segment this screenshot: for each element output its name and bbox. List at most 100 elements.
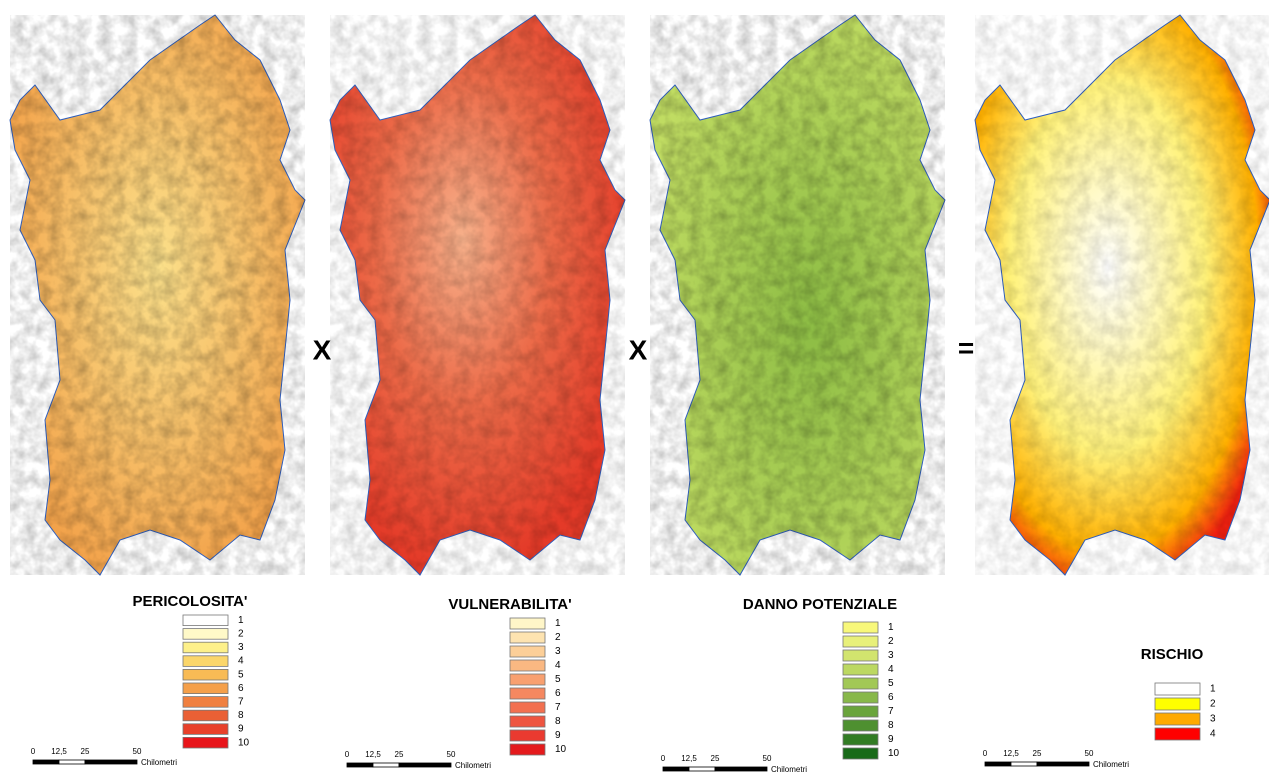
legend-swatch <box>183 710 228 721</box>
scale-label: 25 <box>711 754 720 763</box>
scale-label: 50 <box>763 754 772 763</box>
scale-label: 0 <box>31 747 36 756</box>
legend-swatch <box>183 615 228 626</box>
legend-label: 3 <box>238 642 244 653</box>
scale-unit: Chilometri <box>141 758 177 767</box>
legend-swatch <box>183 656 228 667</box>
legend-label: 2 <box>888 636 894 647</box>
legend-swatch <box>843 622 878 633</box>
legend-label: 7 <box>238 697 244 708</box>
legend-label: 5 <box>888 678 894 689</box>
legend-label: 6 <box>555 688 561 699</box>
scale-unit: Chilometri <box>455 761 491 770</box>
legend-swatch <box>510 618 545 629</box>
legend-label: 3 <box>1210 714 1216 725</box>
island-pericolosita <box>10 15 305 575</box>
legend-label: 1 <box>555 618 561 629</box>
legend-swatch <box>843 678 878 689</box>
legend-label: 9 <box>238 724 244 735</box>
scale-segment <box>347 763 373 767</box>
legend-label: 5 <box>238 669 244 680</box>
legend-label: 9 <box>555 730 561 741</box>
scale-segment <box>399 763 451 767</box>
operator: X <box>313 334 332 365</box>
legend-label: 4 <box>238 656 244 667</box>
legend-label: 3 <box>888 650 894 661</box>
legend-swatch <box>510 730 545 741</box>
island-danno <box>650 15 945 575</box>
legend-swatch <box>183 724 228 735</box>
legend-swatch <box>183 669 228 680</box>
scale-label: 12,5 <box>51 747 67 756</box>
legend-swatch <box>843 692 878 703</box>
legend-label: 4 <box>1210 729 1216 740</box>
legend-label: 1 <box>888 622 894 633</box>
scale-segment <box>715 767 767 771</box>
scale-label: 25 <box>1033 749 1042 758</box>
scale-label: 12,5 <box>365 750 381 759</box>
legend-label: 7 <box>555 702 561 713</box>
scale-label: 0 <box>661 754 666 763</box>
island-vulnerabilita <box>330 15 625 575</box>
legend-label: 9 <box>888 734 894 745</box>
scale-segment <box>59 760 85 764</box>
legend-label: 8 <box>555 716 561 727</box>
scale-segment <box>33 760 59 764</box>
legend-swatch <box>843 650 878 661</box>
scale-label: 50 <box>133 747 142 756</box>
legend-swatch <box>510 632 545 643</box>
legend-title: RISCHIO <box>1141 646 1204 663</box>
legend-label: 8 <box>888 720 894 731</box>
legend-swatch <box>843 706 878 717</box>
legend-swatch <box>510 688 545 699</box>
legend-swatch <box>183 629 228 640</box>
legend-title: PERICOLOSITA' <box>133 593 248 610</box>
legend-label: 1 <box>1210 684 1216 695</box>
scale-label: 12,5 <box>681 754 697 763</box>
legend-label: 4 <box>555 660 561 671</box>
legend-label: 7 <box>888 706 894 717</box>
scale-segment <box>663 767 689 771</box>
legend-label: 10 <box>238 737 250 748</box>
legend-label: 4 <box>888 664 894 675</box>
scale-segment <box>85 760 137 764</box>
legend-swatch <box>1155 683 1200 695</box>
scale-segment <box>985 762 1011 766</box>
legend-swatch <box>843 664 878 675</box>
legend-swatch <box>843 720 878 731</box>
legend-swatch <box>843 748 878 759</box>
legend-swatch <box>510 744 545 755</box>
legend-label: 10 <box>555 744 567 755</box>
legend-swatch <box>183 642 228 653</box>
legend-label: 5 <box>555 674 561 685</box>
legend-label: 2 <box>555 632 561 643</box>
legend-label: 8 <box>238 710 244 721</box>
scale-label: 12,5 <box>1003 749 1019 758</box>
legend-label: 2 <box>238 629 244 640</box>
legend-swatch <box>1155 698 1200 710</box>
legend-label: 2 <box>1210 699 1216 710</box>
scale-segment <box>373 763 399 767</box>
legend-label: 1 <box>238 615 244 626</box>
legend-swatch <box>843 734 878 745</box>
legend-swatch <box>510 716 545 727</box>
operator: = <box>958 332 974 363</box>
legend-label: 6 <box>888 692 894 703</box>
scale-segment <box>1037 762 1089 766</box>
legend-swatch <box>183 683 228 694</box>
legend-swatch <box>183 737 228 748</box>
legend-label: 10 <box>888 748 900 759</box>
legend-swatch <box>510 646 545 657</box>
legend-swatch <box>843 636 878 647</box>
scale-label: 0 <box>345 750 350 759</box>
legend-title: VULNERABILITA' <box>448 596 571 613</box>
scale-label: 50 <box>1085 749 1094 758</box>
scale-segment <box>1011 762 1037 766</box>
legend-swatch <box>1155 728 1200 740</box>
legend-swatch <box>510 660 545 671</box>
map-figure: X X = PERICOLOSITA'12345678910012,52550C… <box>0 0 1269 772</box>
scale-label: 50 <box>447 750 456 759</box>
legend-label: 6 <box>238 683 244 694</box>
legend-swatch <box>510 702 545 713</box>
scale-label: 25 <box>395 750 404 759</box>
